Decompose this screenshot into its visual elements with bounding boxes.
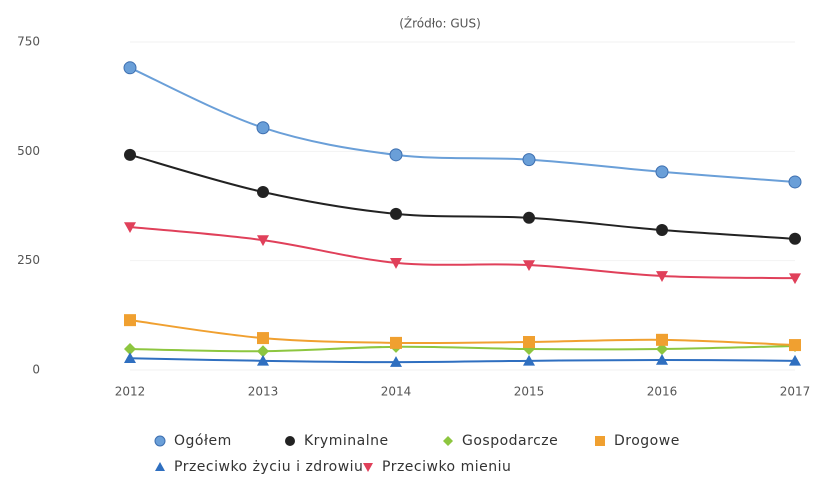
series-line (129, 344, 796, 353)
legend-label: Przeciwko życiu i zdrowiu (174, 459, 363, 475)
marker (390, 356, 402, 367)
marker (523, 354, 535, 366)
marker (389, 148, 403, 162)
marker (656, 343, 668, 356)
marker (655, 165, 669, 179)
x-tick-label: 2014 (381, 385, 412, 399)
y-tick-label: 500 (17, 144, 40, 158)
marker (522, 153, 536, 167)
marker (123, 61, 137, 75)
marker (789, 273, 801, 285)
y-tick-label: 750 (17, 35, 40, 49)
marker (523, 211, 535, 224)
y-tick-label: 0 (32, 363, 40, 377)
x-tick-label: 2017 (780, 385, 811, 399)
marker (789, 339, 801, 352)
legend-marker (155, 462, 165, 471)
series-line (129, 66, 796, 183)
marker (257, 332, 269, 345)
marker (788, 175, 802, 189)
legend-marker (443, 436, 453, 446)
chart-subtitle: (Źródło: GUS) (399, 16, 481, 31)
marker (789, 232, 801, 245)
series-line (129, 153, 796, 240)
marker (257, 354, 269, 366)
legend-label: Gospodarcze (462, 433, 558, 449)
x-tick-label: 2016 (647, 385, 678, 399)
series-line (129, 319, 796, 347)
legend-marker (285, 436, 295, 446)
marker (789, 354, 801, 366)
marker (124, 148, 136, 161)
y-tick-label: 250 (17, 253, 40, 267)
marker (390, 258, 402, 269)
marker (257, 235, 269, 247)
marker (656, 224, 668, 237)
marker (257, 186, 269, 199)
marker (256, 121, 270, 135)
legend-label: Drogowe (614, 433, 680, 449)
legend-label: Ogółem (174, 433, 232, 449)
x-tick-label: 2012 (115, 385, 146, 399)
legend-label: Kryminalne (304, 433, 389, 449)
x-tick-label: 2013 (248, 385, 279, 399)
marker (390, 336, 402, 349)
legend-marker (595, 436, 605, 446)
marker (390, 207, 402, 220)
marker (656, 353, 668, 365)
marker (523, 336, 535, 349)
legend-label: Przeciwko mieniu (382, 459, 511, 475)
legend-marker (363, 463, 373, 472)
x-tick-label: 2015 (514, 385, 545, 399)
marker (124, 314, 136, 327)
marker (656, 333, 668, 346)
marker (124, 343, 136, 356)
series-line (129, 357, 796, 364)
legend-marker (154, 435, 166, 447)
marker (124, 352, 136, 363)
series-line (129, 225, 796, 280)
marker (124, 222, 136, 233)
marker (523, 260, 535, 272)
marker (656, 271, 668, 282)
marker (257, 345, 269, 358)
